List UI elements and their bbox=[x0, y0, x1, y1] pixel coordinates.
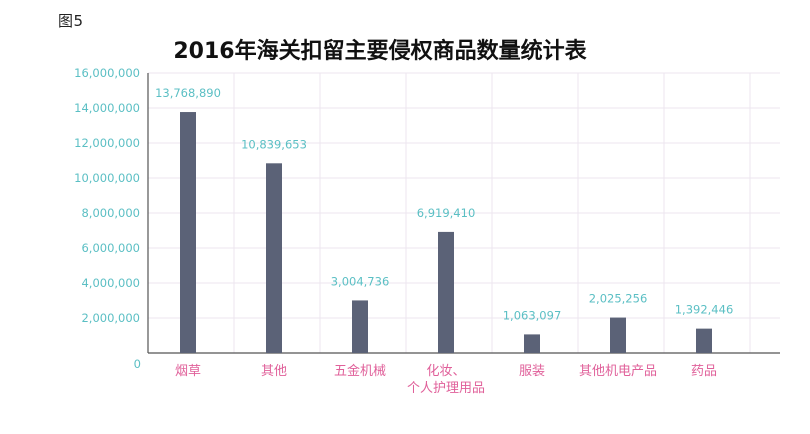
bar bbox=[352, 300, 368, 353]
bar bbox=[266, 163, 282, 353]
x-tick-label: 烟草 bbox=[175, 364, 201, 379]
y-tick-label: 8,000,000 bbox=[81, 206, 140, 220]
y-tick-label: 16,000,000 bbox=[74, 66, 140, 80]
chart-title: 2016年海关扣留主要侵权商品数量统计表 bbox=[173, 39, 587, 64]
data-label: 2,025,256 bbox=[589, 292, 648, 306]
y-tick-label: 14,000,000 bbox=[74, 101, 140, 115]
y-tick-label: 2,000,000 bbox=[81, 311, 140, 325]
y-tick-label: 10,000,000 bbox=[74, 171, 140, 185]
bar bbox=[610, 317, 626, 353]
data-label: 6,919,410 bbox=[417, 206, 476, 220]
x-tick-label: 个人护理用品 bbox=[407, 381, 485, 396]
data-label: 3,004,736 bbox=[331, 274, 390, 288]
y-tick-label: 12,000,000 bbox=[74, 136, 140, 150]
data-label: 1,063,097 bbox=[503, 308, 562, 322]
x-tick-label: 化妆、 bbox=[426, 364, 465, 379]
x-tick-label: 服装 bbox=[519, 364, 545, 379]
bar bbox=[696, 328, 712, 353]
y-tick-label: 0 bbox=[134, 357, 141, 371]
y-tick-label: 6,000,000 bbox=[81, 241, 140, 255]
x-tick-label: 其他机电产品 bbox=[579, 364, 657, 379]
bar bbox=[524, 334, 540, 353]
x-tick-label: 药品 bbox=[691, 364, 717, 379]
bar bbox=[180, 112, 196, 353]
y-tick-label: 4,000,000 bbox=[81, 276, 140, 290]
x-tick-label: 五金机械 bbox=[334, 363, 386, 379]
data-label: 1,392,446 bbox=[675, 303, 734, 317]
bar bbox=[438, 231, 454, 353]
x-tick-label: 其他 bbox=[261, 364, 287, 379]
figure-label: 图5 bbox=[58, 12, 84, 30]
data-label: 13,768,890 bbox=[155, 86, 221, 100]
data-label: 10,839,653 bbox=[241, 137, 307, 151]
